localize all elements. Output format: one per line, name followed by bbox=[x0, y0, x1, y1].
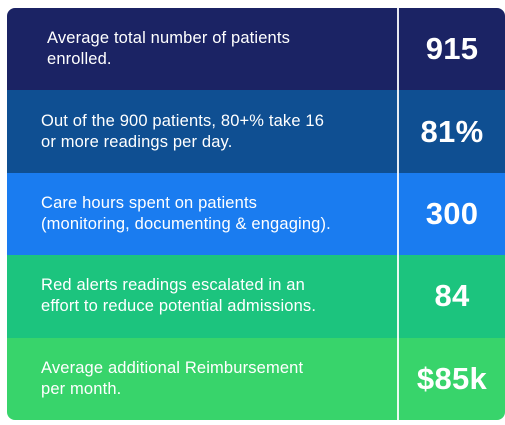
stat-label-line: Care hours spent on patients bbox=[41, 193, 258, 212]
stat-label-cell: Care hours spent on patients (monitoring… bbox=[7, 172, 399, 256]
stat-label-cell: Out of the 900 patients, 80+% take 16 or… bbox=[7, 90, 399, 173]
stat-label-cell: Red alerts readings escalated in an effo… bbox=[7, 255, 399, 338]
stat-label-line: enrolled. bbox=[47, 50, 112, 69]
stat-label-cell: Average total number of patients enrolle… bbox=[7, 8, 399, 91]
stat-value: 300 bbox=[425, 195, 479, 231]
stat-label-line: per month. bbox=[41, 379, 122, 398]
stat-value: 84 bbox=[434, 278, 470, 314]
stat-label: Out of the 900 patients, 80+% take 16 or… bbox=[41, 111, 324, 153]
stat-label: Care hours spent on patients (monitoring… bbox=[41, 193, 331, 235]
stat-label-line: or more readings per day. bbox=[41, 132, 233, 151]
stat-row-red-alerts: Red alerts readings escalated in an effo… bbox=[7, 255, 505, 338]
stat-row-reimbursement: Average additional Reimbursement per mon… bbox=[7, 337, 505, 420]
stat-label-line: (monitoring, documenting & engaging). bbox=[41, 214, 331, 233]
stat-label-cell: Average additional Reimbursement per mon… bbox=[7, 337, 399, 420]
stat-row-readings-per-day: Out of the 900 patients, 80+% take 16 or… bbox=[7, 90, 505, 173]
stat-value-cell: 300 bbox=[399, 173, 505, 255]
stat-value-cell: 81% bbox=[399, 90, 505, 172]
stat-label-line: Out of the 900 patients, 80+% take 16 bbox=[41, 111, 325, 130]
stat-value: 81% bbox=[420, 113, 484, 149]
stat-label-line: Red alerts readings escalated in an bbox=[41, 276, 305, 295]
stat-label: Average additional Reimbursement per mon… bbox=[41, 358, 303, 400]
stat-value: 915 bbox=[425, 31, 479, 67]
stat-label-line: Average additional Reimbursement bbox=[41, 358, 304, 377]
stat-value-cell: $85k bbox=[399, 338, 505, 420]
stat-label-line: effort to reduce potential admissions. bbox=[41, 297, 317, 316]
stat-label: Red alerts readings escalated in an effo… bbox=[41, 275, 316, 317]
stat-row-patients-enrolled: Average total number of patients enrolle… bbox=[7, 8, 505, 91]
stats-card: Average total number of patients enrolle… bbox=[7, 8, 505, 420]
stat-value-cell: 915 bbox=[399, 8, 505, 90]
stat-row-care-hours: Care hours spent on patients (monitoring… bbox=[7, 172, 505, 256]
stat-label-line: Average total number of patients bbox=[47, 29, 290, 48]
stat-value-cell: 84 bbox=[399, 255, 505, 337]
stat-label: Average total number of patients enrolle… bbox=[41, 28, 290, 70]
stat-value: $85k bbox=[416, 360, 488, 396]
